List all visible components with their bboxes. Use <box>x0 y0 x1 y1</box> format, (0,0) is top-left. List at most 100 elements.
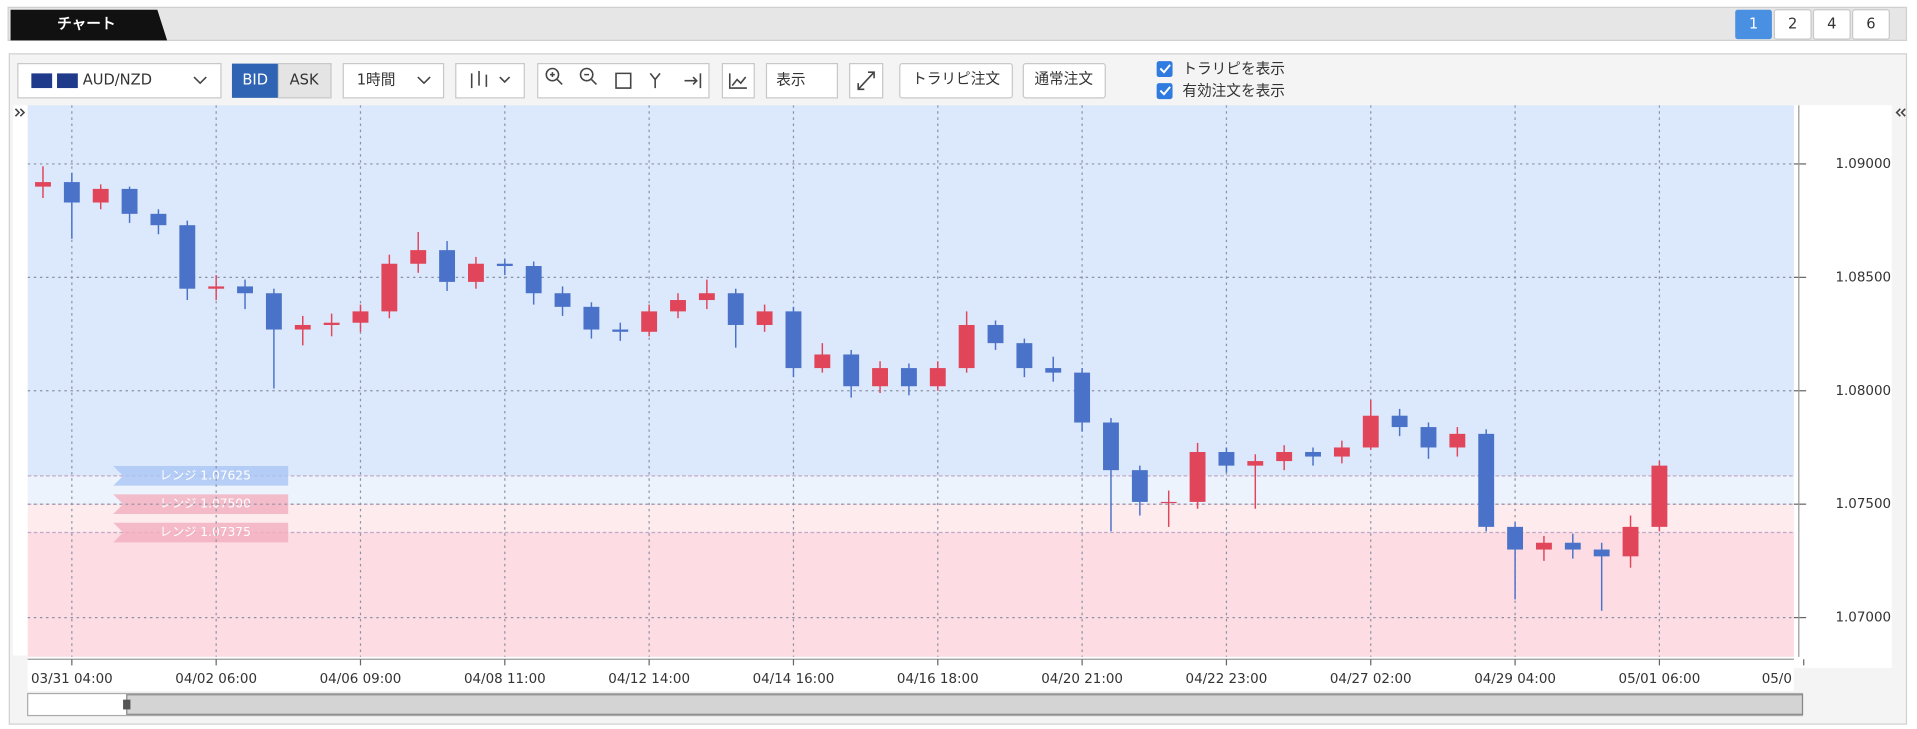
tab-bar <box>7 6 1908 41</box>
chevron <box>417 76 431 85</box>
candle-body <box>554 293 571 307</box>
candle-body <box>1362 415 1379 448</box>
page-button[interactable] <box>1773 9 1812 40</box>
check <box>1159 64 1171 74</box>
y-tick-label: 1.07000 <box>1836 611 1892 626</box>
scroll-thumb[interactable] <box>126 694 1804 715</box>
order-label: 通常注文 <box>1034 71 1093 88</box>
range-label: レンジ 1.07375 <box>160 525 251 539</box>
x-tick-label: 04/16 18:00 <box>897 672 979 687</box>
candle-body <box>843 354 860 387</box>
y-tick-label: 1.07500 <box>1836 497 1892 512</box>
x-tick-label: 04/29 04:00 <box>1474 672 1556 687</box>
range-label: レンジ 1.07625 <box>160 468 251 482</box>
page-button[interactable] <box>1812 9 1851 40</box>
trap-order-label: トラリピ注文 <box>912 71 1000 88</box>
x-tick-label: 04/20 21:00 <box>1041 672 1123 687</box>
candle-body <box>1449 433 1466 448</box>
candle-body <box>1247 461 1264 466</box>
bid-button[interactable] <box>231 63 279 98</box>
x-tick-label: 03/31 04:00 <box>31 672 113 687</box>
tab[interactable] <box>10 9 168 41</box>
candle-body <box>150 213 167 226</box>
x-tick-label: 04/22 23:00 <box>1186 672 1268 687</box>
x-tick-label: 04/06 09:00 <box>320 672 402 687</box>
flag <box>31 73 53 89</box>
checkbox-label: 有効注文を表示 <box>1182 83 1285 100</box>
ask-button[interactable] <box>277 62 332 99</box>
timeframe-select[interactable] <box>342 62 445 99</box>
pair-select[interactable] <box>17 62 222 99</box>
icon <box>545 67 702 89</box>
icon <box>728 73 747 89</box>
candle-body <box>1420 427 1437 448</box>
candle-body <box>1391 415 1408 428</box>
x-tick-label: 05/0 <box>1762 672 1792 687</box>
x-tick-label: 05/01 06:00 <box>1619 672 1701 687</box>
candle-body <box>727 293 744 325</box>
scroll-grip[interactable] <box>123 699 131 710</box>
display-button[interactable] <box>765 62 839 99</box>
range-tag <box>113 522 289 543</box>
candle-body <box>698 293 715 301</box>
page-button[interactable] <box>1735 9 1772 40</box>
candle-body <box>814 354 831 369</box>
candle-body <box>612 329 629 332</box>
y-tick-label: 1.08000 <box>1836 384 1892 399</box>
x-tick-label: 04/27 02:00 <box>1330 672 1412 687</box>
order-button[interactable] <box>1022 62 1106 99</box>
tool-buttons[interactable] <box>537 62 710 99</box>
candle-body <box>439 250 456 282</box>
candle-body <box>35 182 51 187</box>
x-tick-label: 04/02 06:00 <box>175 672 257 687</box>
axes: 1.07000 1.07500 1.08000 1.08500 1.09000 03/31… <box>27 105 1892 687</box>
candle-body <box>1016 343 1033 369</box>
bid-label: BID <box>242 72 268 89</box>
x-tick-label: 04/08 11:00 <box>464 672 546 687</box>
candle-body <box>1333 447 1350 457</box>
candle-body <box>381 263 398 312</box>
candle-body <box>929 368 946 387</box>
candle-body <box>1160 501 1177 504</box>
candle-body <box>670 300 686 312</box>
y-tick-label: 1.09000 <box>1836 157 1892 172</box>
candle-body <box>410 250 427 264</box>
side-handle[interactable] <box>13 105 28 656</box>
page-label: 6 <box>1866 15 1875 32</box>
candle-body <box>785 311 802 369</box>
candle-body <box>1651 465 1668 527</box>
page-label: 2 <box>1788 15 1797 32</box>
candle-body <box>1045 368 1062 373</box>
candle-body <box>208 286 225 289</box>
checkbox[interactable] <box>1156 61 1173 78</box>
check <box>1159 86 1171 96</box>
flag <box>57 73 78 89</box>
timeframe-label: 1時間 <box>357 72 396 89</box>
candle-body <box>1276 452 1293 462</box>
candle-body <box>987 324 1004 344</box>
price-axis <box>1793 105 1892 668</box>
candle-body <box>468 263 484 282</box>
candle-body <box>1305 452 1321 457</box>
candle-body <box>496 263 513 267</box>
candle-body <box>1218 452 1235 466</box>
candle-body <box>179 225 196 289</box>
candle-body <box>294 324 311 330</box>
range-band <box>27 475 1794 505</box>
candle-body <box>872 368 888 387</box>
x-tick-label: 04/12 14:00 <box>608 672 690 687</box>
chevron <box>193 76 207 85</box>
y-tick-label: 1.08500 <box>1836 270 1892 285</box>
checkbox[interactable] <box>1156 83 1173 100</box>
range-band <box>27 105 1794 476</box>
trap-order-button[interactable] <box>899 62 1013 99</box>
chart-type-select[interactable] <box>455 62 525 99</box>
candle-body <box>1074 372 1091 423</box>
page-button[interactable] <box>1852 9 1890 40</box>
tab-label: チャート <box>57 15 115 32</box>
candle-body <box>63 182 80 203</box>
range-tag <box>113 466 289 486</box>
